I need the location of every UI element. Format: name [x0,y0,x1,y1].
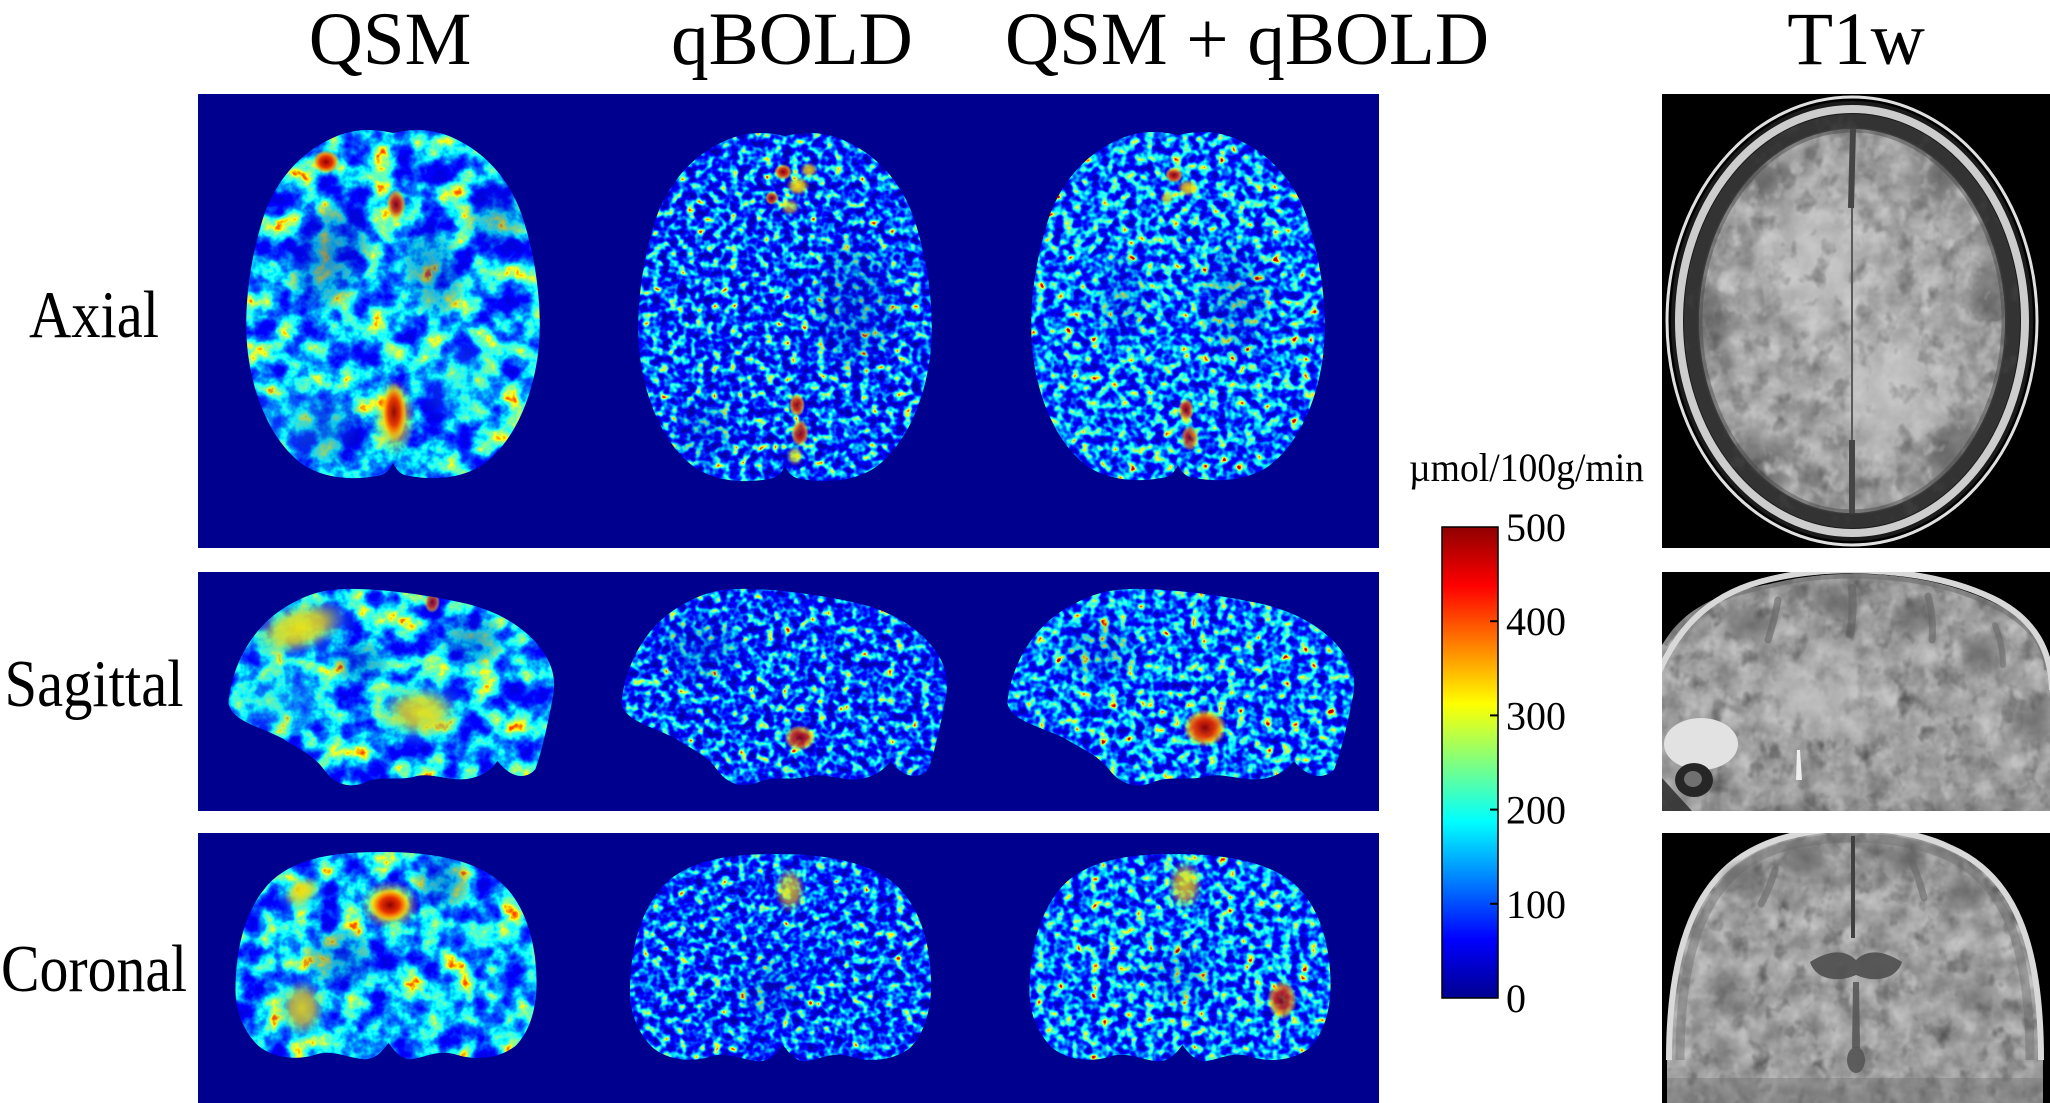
svg-text:Axial: Axial [29,278,159,352]
svg-text:qBOLD: qBOLD [671,0,913,81]
svg-text:µmol/100g/min: µmol/100g/min [1409,445,1644,490]
svg-text:QSM: QSM [309,0,472,81]
svg-text:Sagittal: Sagittal [5,647,184,721]
svg-text:0: 0 [1506,976,1526,1021]
svg-text:400: 400 [1506,599,1566,644]
svg-text:T1w: T1w [1787,0,1924,81]
svg-text:500: 500 [1506,505,1566,550]
svg-text:Coronal: Coronal [1,932,187,1006]
svg-text:300: 300 [1506,693,1566,738]
svg-text:200: 200 [1506,788,1566,833]
svg-text:QSM + qBOLD: QSM + qBOLD [1005,0,1489,81]
svg-text:100: 100 [1506,882,1566,927]
